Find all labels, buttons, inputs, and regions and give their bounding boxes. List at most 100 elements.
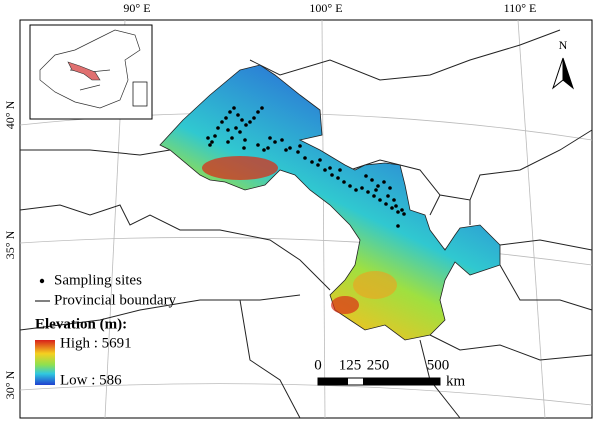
sampling-site — [394, 204, 398, 208]
sampling-site — [316, 163, 320, 167]
graticule-line — [321, 19, 326, 419]
study-region — [159, 64, 501, 341]
scale-label: 0 — [314, 357, 322, 373]
sampling-site — [224, 116, 228, 120]
sampling-site — [266, 146, 270, 150]
scale-label: 250 — [367, 357, 390, 373]
legend-label: High : 5691 — [60, 335, 132, 351]
mid-elevation-area — [353, 271, 397, 299]
sampling-site — [252, 116, 256, 120]
sampling-site — [268, 136, 272, 140]
sampling-site — [244, 123, 248, 127]
sampling-site — [386, 194, 390, 198]
sampling-site — [243, 138, 247, 142]
high-elevation-area — [202, 156, 278, 180]
sampling-site — [392, 198, 396, 202]
graticule-line — [517, 19, 546, 419]
sampling-site — [376, 184, 380, 188]
scale-bar-segment — [363, 378, 378, 385]
sampling-site — [210, 140, 214, 144]
sampling-site — [256, 143, 260, 147]
sampling-site — [226, 140, 230, 144]
inset-box — [132, 81, 148, 107]
sampling-site — [310, 160, 314, 164]
sampling-site — [402, 212, 406, 216]
graticule-line — [19, 237, 593, 266]
sampling-site — [384, 202, 388, 206]
sampling-site — [248, 120, 252, 124]
sampling-site — [216, 126, 220, 130]
sampling-site — [273, 140, 277, 144]
sampling-site — [240, 118, 244, 122]
sampling-site — [330, 173, 334, 177]
longitude-label: 110° E — [504, 1, 537, 15]
legend-title: Elevation (m): — [35, 316, 127, 332]
latitude-label: 30° N — [3, 370, 17, 399]
sampling-site — [382, 180, 386, 184]
sampling-site — [236, 113, 240, 117]
sampling-site — [303, 156, 307, 160]
sampling-site — [230, 136, 234, 140]
province-boundary — [19, 149, 331, 291]
sampling-site — [342, 180, 346, 184]
legend-label: Low : 586 — [60, 372, 122, 388]
scale-unit: km — [446, 373, 466, 389]
sampling-site — [360, 186, 364, 190]
sampling-site — [206, 136, 210, 140]
sampling-site — [370, 178, 374, 182]
sampling-site — [348, 184, 352, 188]
sampling-site — [260, 106, 264, 110]
inset-highlight — [67, 61, 101, 81]
sampling-site — [364, 174, 368, 178]
sampling-site — [388, 186, 392, 190]
sampling-site — [396, 210, 400, 214]
graticule-line — [19, 383, 593, 406]
sampling-site — [323, 168, 327, 172]
latitude-label: 35° N — [3, 230, 17, 259]
sampling-site — [366, 190, 370, 194]
sampling-site — [378, 198, 382, 202]
sampling-site — [354, 188, 358, 192]
legend-site-symbol — [39, 278, 45, 284]
north-label: N — [559, 38, 568, 52]
sampling-site — [318, 158, 322, 162]
legend-label: Provincial boundary — [54, 292, 177, 308]
sampling-site — [256, 110, 260, 114]
sampling-site — [284, 148, 288, 152]
scale-label: 500 — [427, 357, 450, 373]
high-elevation-area — [331, 296, 359, 314]
sampling-site — [298, 144, 302, 148]
sampling-site — [262, 148, 266, 152]
sampling-site — [336, 176, 340, 180]
scale-bar-segment — [318, 378, 348, 385]
sampling-site — [396, 224, 400, 228]
sampling-site — [372, 194, 376, 198]
scale-label: 125 — [339, 357, 362, 373]
scale-bar-segment — [378, 378, 440, 385]
sampling-site — [296, 150, 300, 154]
north-arrow — [562, 57, 575, 90]
sampling-site — [220, 120, 224, 124]
legend-color-ramp — [35, 340, 55, 385]
sampling-site — [374, 188, 378, 192]
sampling-site — [226, 128, 230, 132]
sampling-site — [208, 143, 212, 147]
longitude-label: 90° E — [123, 1, 150, 15]
sampling-site — [390, 206, 394, 210]
sampling-sites — [206, 106, 406, 228]
sampling-site — [242, 146, 246, 150]
sampling-site — [338, 168, 342, 172]
longitude-label: 100° E — [309, 1, 342, 15]
sampling-site — [238, 130, 242, 134]
legend-label: Sampling sites — [54, 272, 142, 288]
sampling-site — [228, 110, 232, 114]
sampling-site — [328, 166, 332, 170]
sampling-site — [232, 106, 236, 110]
province-boundary — [19, 294, 593, 419]
sampling-site — [234, 126, 238, 130]
sampling-site — [400, 208, 404, 212]
province-boundary — [429, 194, 593, 311]
sampling-site — [280, 138, 284, 142]
